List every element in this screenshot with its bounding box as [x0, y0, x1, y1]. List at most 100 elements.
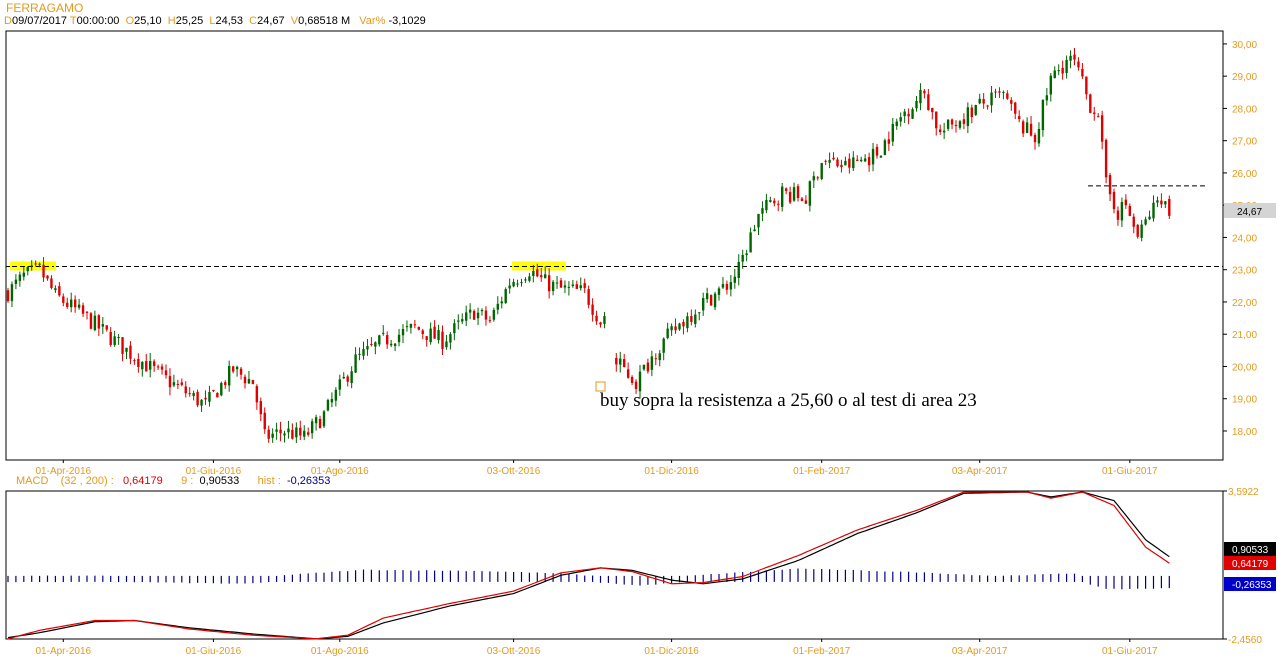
price-y-tick-label: 18,00 [1232, 427, 1257, 438]
candle-body [204, 397, 207, 400]
candle [1085, 76, 1088, 100]
annotation-marker[interactable] [595, 381, 606, 392]
candle-body [832, 157, 835, 160]
candle-body [749, 232, 752, 253]
candle [812, 171, 815, 188]
candle-body [583, 283, 586, 288]
candle [966, 102, 970, 134]
candle [891, 118, 894, 147]
candle [1152, 195, 1155, 222]
candle [844, 156, 847, 166]
candle [62, 293, 65, 307]
candle-body [172, 382, 176, 386]
candle-body [1018, 116, 1021, 120]
candle-body [848, 158, 851, 168]
candle [860, 156, 863, 163]
candle [366, 338, 369, 356]
candle [488, 316, 492, 323]
candle [666, 322, 669, 340]
candle-body [875, 146, 879, 156]
candle [393, 342, 397, 352]
candle [449, 332, 452, 350]
candle [152, 359, 156, 372]
candle-body [121, 337, 124, 354]
candle-body [14, 279, 18, 284]
candle-body [528, 276, 531, 281]
candle-body [508, 285, 511, 289]
candle [350, 366, 353, 389]
candle [800, 196, 804, 202]
candle [939, 124, 942, 135]
candle [429, 322, 432, 345]
candle-body [729, 282, 733, 290]
candle-body [287, 428, 290, 433]
candle-body [216, 392, 219, 398]
candle [243, 374, 247, 389]
candle-body [73, 299, 77, 308]
candle [231, 365, 235, 374]
candle [848, 153, 851, 174]
resistance-lines [6, 185, 1223, 267]
candle-body [22, 272, 25, 277]
candle-body [931, 107, 934, 113]
candle-body [863, 158, 867, 162]
candle [1073, 48, 1076, 66]
candle-body [824, 160, 827, 162]
candle-body [429, 328, 432, 343]
candle-body [318, 418, 322, 429]
candle [540, 267, 543, 282]
candle [828, 152, 831, 169]
candle [283, 430, 286, 443]
candle [121, 337, 124, 362]
var-value: -3,1029 [388, 15, 426, 27]
x-tick-label: 01-Ago-2016 [311, 646, 369, 657]
x-tick-label: 01-Giu-2017 [1102, 646, 1158, 657]
candle-body [30, 265, 33, 267]
candle-body [70, 299, 73, 308]
last-price-label: 24,67 [1237, 207, 1262, 218]
x-tick-label: 01-Feb-2017 [793, 466, 851, 477]
candle-body [579, 285, 582, 289]
macd-y-tick-label: -2,4560 [1228, 635, 1262, 646]
candle [259, 397, 262, 422]
candle [168, 368, 172, 396]
candle [1045, 87, 1049, 106]
candle-body [646, 362, 650, 372]
candle [18, 271, 22, 287]
candle-body [397, 334, 401, 343]
candle-body [551, 281, 555, 292]
macd-value-tag: 0,64179 [1224, 556, 1276, 570]
x-tick-label: 01-Apr-2016 [36, 466, 92, 477]
macd-y-tick-label: 3,5922 [1228, 487, 1259, 498]
candle-body [1061, 67, 1064, 74]
price-y-tick-label: 24,00 [1232, 233, 1257, 244]
candle-body [283, 433, 286, 436]
candle-body [998, 91, 1001, 93]
candle-body [362, 349, 365, 356]
candle [1148, 210, 1151, 221]
candle-body [836, 159, 839, 167]
candle-body [500, 301, 503, 304]
candle-body [465, 312, 468, 321]
candle [871, 142, 875, 172]
candle-body [555, 282, 559, 284]
candle-body [698, 312, 701, 314]
candle [10, 281, 14, 308]
candle-body [42, 264, 45, 278]
candle [1002, 90, 1005, 100]
candle [559, 277, 563, 288]
candle-body [808, 181, 812, 206]
candle [686, 312, 689, 333]
candle [299, 420, 302, 441]
candle-body [54, 288, 57, 291]
candle-body [338, 379, 341, 390]
candle [1006, 90, 1009, 100]
candle [638, 364, 642, 399]
candle [1061, 60, 1064, 80]
candle-body [923, 90, 926, 94]
candle-body [630, 376, 634, 383]
candle-body [705, 293, 709, 300]
candle-body [50, 278, 53, 288]
candle [958, 119, 962, 130]
